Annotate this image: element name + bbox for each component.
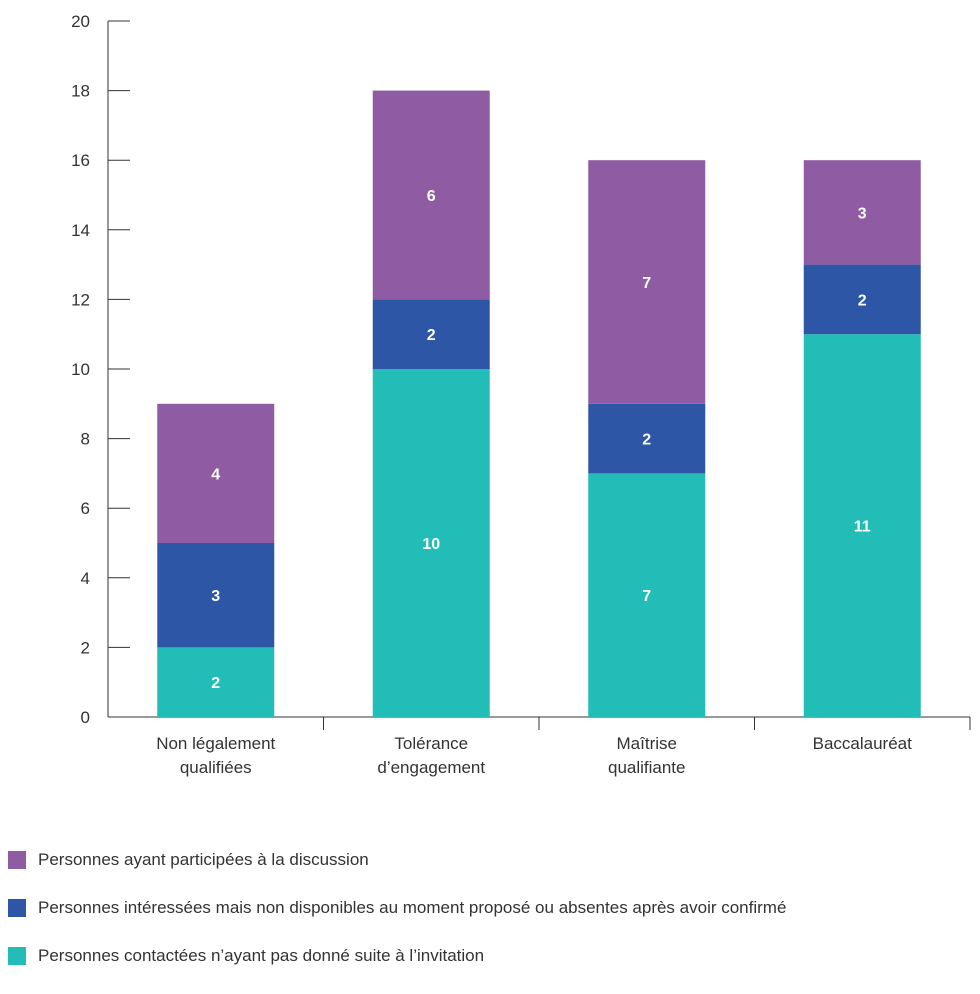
x-category-label: Tolérance <box>394 734 468 753</box>
x-category-label: Baccalauréat <box>813 734 913 753</box>
y-tick-label: 20 <box>71 12 90 31</box>
bar-segment <box>157 647 275 717</box>
y-tick-label: 16 <box>71 151 90 170</box>
y-tick-label: 18 <box>71 82 90 101</box>
x-category-label: qualifiante <box>608 758 686 777</box>
x-category-label: Non légalement <box>156 734 275 753</box>
y-tick-label: 2 <box>81 638 90 657</box>
data-label: 2 <box>211 675 220 692</box>
legend-label: Personnes intéressées mais non disponibl… <box>38 898 787 917</box>
data-label: 3 <box>211 588 220 605</box>
data-label: 10 <box>422 536 440 553</box>
y-tick-label: 12 <box>71 290 90 309</box>
legend-swatch <box>8 851 26 869</box>
bars <box>157 90 921 717</box>
data-label: 2 <box>858 292 867 309</box>
legend-item: Personnes ayant participées à la discuss… <box>8 850 980 870</box>
legend-swatch <box>8 947 26 965</box>
data-label: 7 <box>642 275 651 292</box>
data-label: 7 <box>642 588 651 605</box>
stacked-bar-chart: 0 2 4 6 8 10 12 14 16 18 20 2 3 4 Non légalement quali… <box>71 12 971 777</box>
data-label: 4 <box>211 466 220 483</box>
data-label: 2 <box>642 432 651 449</box>
data-label: 2 <box>427 327 436 344</box>
legend-swatch <box>8 899 26 917</box>
y-tick-label: 0 <box>81 708 90 727</box>
bar-segment <box>372 299 490 369</box>
bar-segment <box>803 264 921 335</box>
bar-segment <box>372 369 490 717</box>
data-label: 3 <box>858 205 867 222</box>
data-label: 6 <box>427 188 436 205</box>
bar-segment <box>588 403 706 474</box>
x-category-label: qualifiées <box>180 758 252 777</box>
y-tick-label: 10 <box>71 360 90 379</box>
bar-segment <box>157 403 275 543</box>
legend-item: Personnes intéressées mais non disponibl… <box>8 898 980 918</box>
bar-segment <box>588 473 706 717</box>
data-label: 11 <box>854 519 871 536</box>
bar-segment <box>803 160 921 265</box>
labels: 2 3 4 Non légalement qualifiées 10 2 6 Tolérance… <box>156 188 912 777</box>
bar-segment <box>372 90 490 300</box>
bar-segment <box>803 334 921 717</box>
y-tick-label: 8 <box>81 430 90 449</box>
axes: 0 2 4 6 8 10 12 14 16 18 20 <box>71 12 971 730</box>
y-tick-label: 6 <box>81 499 90 518</box>
legend-item: Personnes contactées n’ayant pas donné s… <box>8 946 980 966</box>
legend: Personnes ayant participées à la discuss… <box>8 850 980 994</box>
y-tick-label: 14 <box>71 221 90 240</box>
x-category-label: d’engagement <box>377 758 485 777</box>
x-category-label: Maîtrise <box>617 734 677 753</box>
legend-label: Personnes ayant participées à la discuss… <box>38 850 369 869</box>
bar-segment <box>588 160 706 404</box>
bar-segment <box>157 543 275 648</box>
legend-label: Personnes contactées n’ayant pas donné s… <box>38 946 485 965</box>
y-tick-label: 4 <box>81 569 90 588</box>
